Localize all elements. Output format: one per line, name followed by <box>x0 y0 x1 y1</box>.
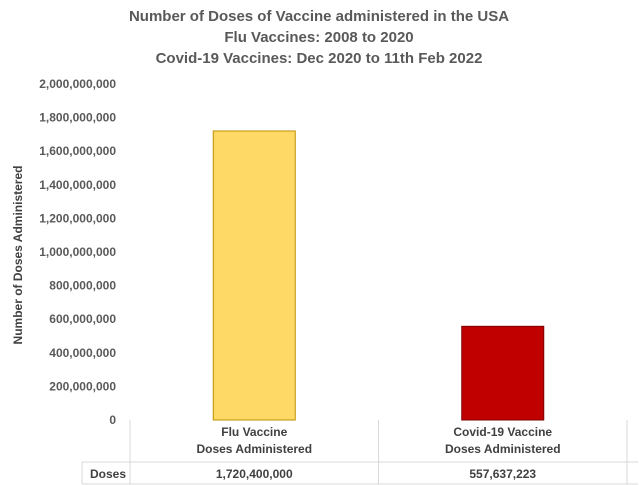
y-axis-ticks: 0 200,000,000 400,000,000 600,000,000 800,00… <box>39 77 116 427</box>
table-value: 557,637,223 <box>469 467 536 481</box>
category-label: Covid-19 Vaccine <box>453 425 552 439</box>
category-label: Flu Vaccine <box>221 425 287 439</box>
chart-title: Number of Doses of Vaccine administered … <box>129 8 509 67</box>
chart-title-line: Flu Vaccines: 2008 to 2020 <box>224 29 413 46</box>
category-label: Doses Administered <box>445 442 561 456</box>
table-value: 1,720,400,000 <box>216 467 293 481</box>
y-tick-label: 800,000,000 <box>49 279 116 293</box>
table-series-name: Doses <box>90 467 126 481</box>
y-axis-title: Number of Doses Administered <box>11 166 25 345</box>
data-table: Flu Vaccine Doses Administered Covid-19 Va… <box>81 420 638 485</box>
chart-title-line: Number of Doses of Vaccine administered … <box>129 8 509 25</box>
y-tick-label: 1,400,000,000 <box>39 178 116 192</box>
chart-title-line: Covid-19 Vaccines: Dec 2020 to 11th Feb … <box>156 50 483 67</box>
bars <box>212 130 545 421</box>
y-tick-label: 1,600,000,000 <box>39 144 116 158</box>
y-tick-label: 2,000,000,000 <box>39 77 116 91</box>
bar <box>461 325 545 421</box>
y-tick-label: 1,800,000,000 <box>39 111 116 125</box>
category-label: Doses Administered <box>196 442 312 456</box>
y-tick-label: 1,000,000,000 <box>39 245 116 259</box>
y-tick-label: 0 <box>109 413 116 427</box>
y-tick-label: 600,000,000 <box>49 312 116 326</box>
y-tick-label: 1,200,000,000 <box>39 211 116 225</box>
y-tick-label: 200,000,000 <box>49 379 116 393</box>
bar <box>212 130 296 421</box>
y-tick-label: 400,000,000 <box>49 346 116 360</box>
